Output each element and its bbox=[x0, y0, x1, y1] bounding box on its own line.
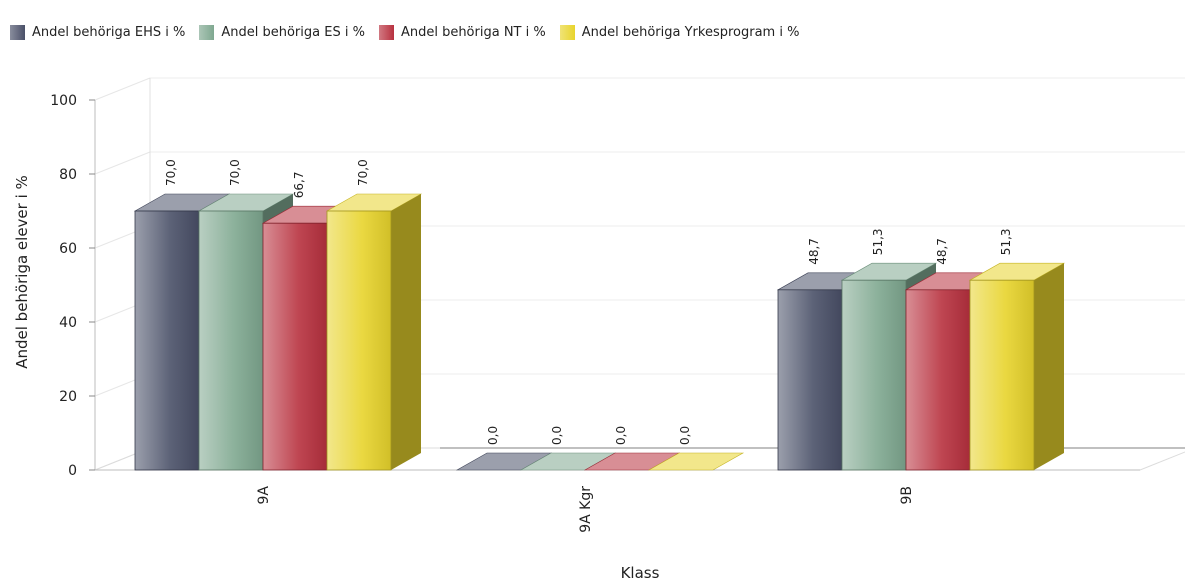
bar[interactable] bbox=[325, 193, 423, 471]
gridline-side bbox=[94, 151, 151, 175]
chart-legend: Andel behöriga EHS i % Andel behöriga ES … bbox=[10, 20, 799, 44]
bar-front bbox=[326, 210, 392, 471]
bars-layer bbox=[133, 193, 1066, 471]
bar-front bbox=[262, 222, 328, 471]
y-tick-label: 40 bbox=[59, 315, 77, 331]
y-tick-label: 60 bbox=[59, 241, 77, 257]
legend-item[interactable]: Andel behöriga Yrkesprogram i % bbox=[559, 24, 800, 40]
legend-swatch bbox=[378, 24, 394, 40]
legend-item[interactable]: Andel behöriga ES i % bbox=[199, 24, 365, 40]
value-label: 0,0 bbox=[614, 426, 628, 445]
value-label: 0,0 bbox=[486, 426, 500, 445]
bar-side bbox=[1034, 263, 1064, 470]
legend-label: Andel behöriga EHS i % bbox=[32, 24, 186, 40]
value-label: 70,0 bbox=[228, 159, 242, 186]
bar-front bbox=[969, 279, 1035, 471]
legend-swatch bbox=[199, 24, 215, 40]
labels-layer: 70,0 70,0 66,7 70,0 9A 0,0 0,0 0,0 0,0 9A Kgr 48,7… bbox=[164, 159, 1013, 532]
bar-front bbox=[905, 289, 971, 471]
y-axis-title: Andel behöriga elever i % bbox=[13, 175, 31, 369]
legend-label: Andel behöriga Yrkesprogram i % bbox=[581, 24, 800, 40]
value-label: 70,0 bbox=[356, 159, 370, 186]
bar-top bbox=[647, 452, 745, 471]
value-label: 48,7 bbox=[807, 238, 821, 265]
value-label: 70,0 bbox=[164, 159, 178, 186]
legend-swatch bbox=[10, 24, 25, 40]
x-tick-label: 9A Kgr bbox=[578, 486, 594, 533]
x-axis-title: Klass bbox=[621, 564, 660, 582]
value-label: 51,3 bbox=[999, 228, 1013, 255]
x-tick-label: 9B bbox=[899, 486, 915, 505]
legend-item[interactable]: Andel behöriga NT i % bbox=[378, 24, 546, 40]
y-tick-label: 80 bbox=[59, 167, 77, 183]
bar-front bbox=[841, 279, 907, 471]
value-label: 51,3 bbox=[871, 228, 885, 255]
bar[interactable] bbox=[647, 452, 745, 471]
legend-label: Andel behöriga ES i % bbox=[221, 24, 365, 40]
y-tick-label: 0 bbox=[68, 463, 77, 479]
bar-side bbox=[391, 194, 421, 470]
legend-label: Andel behöriga NT i % bbox=[400, 24, 546, 40]
bar-front bbox=[134, 210, 200, 471]
y-tick-label: 100 bbox=[50, 93, 77, 109]
bar-front bbox=[777, 289, 843, 471]
x-tick-label: 9A bbox=[256, 486, 272, 505]
value-label: 48,7 bbox=[935, 238, 949, 265]
y-tick-label: 20 bbox=[59, 389, 77, 405]
bar-front bbox=[198, 210, 264, 471]
value-label: 0,0 bbox=[550, 426, 564, 445]
value-label: 0,0 bbox=[678, 426, 692, 445]
legend-swatch bbox=[559, 24, 575, 40]
legend-item[interactable]: Andel behöriga EHS i % bbox=[10, 24, 186, 40]
bar[interactable] bbox=[968, 262, 1066, 471]
value-label: 66,7 bbox=[292, 171, 306, 198]
gridline-side bbox=[94, 77, 151, 101]
